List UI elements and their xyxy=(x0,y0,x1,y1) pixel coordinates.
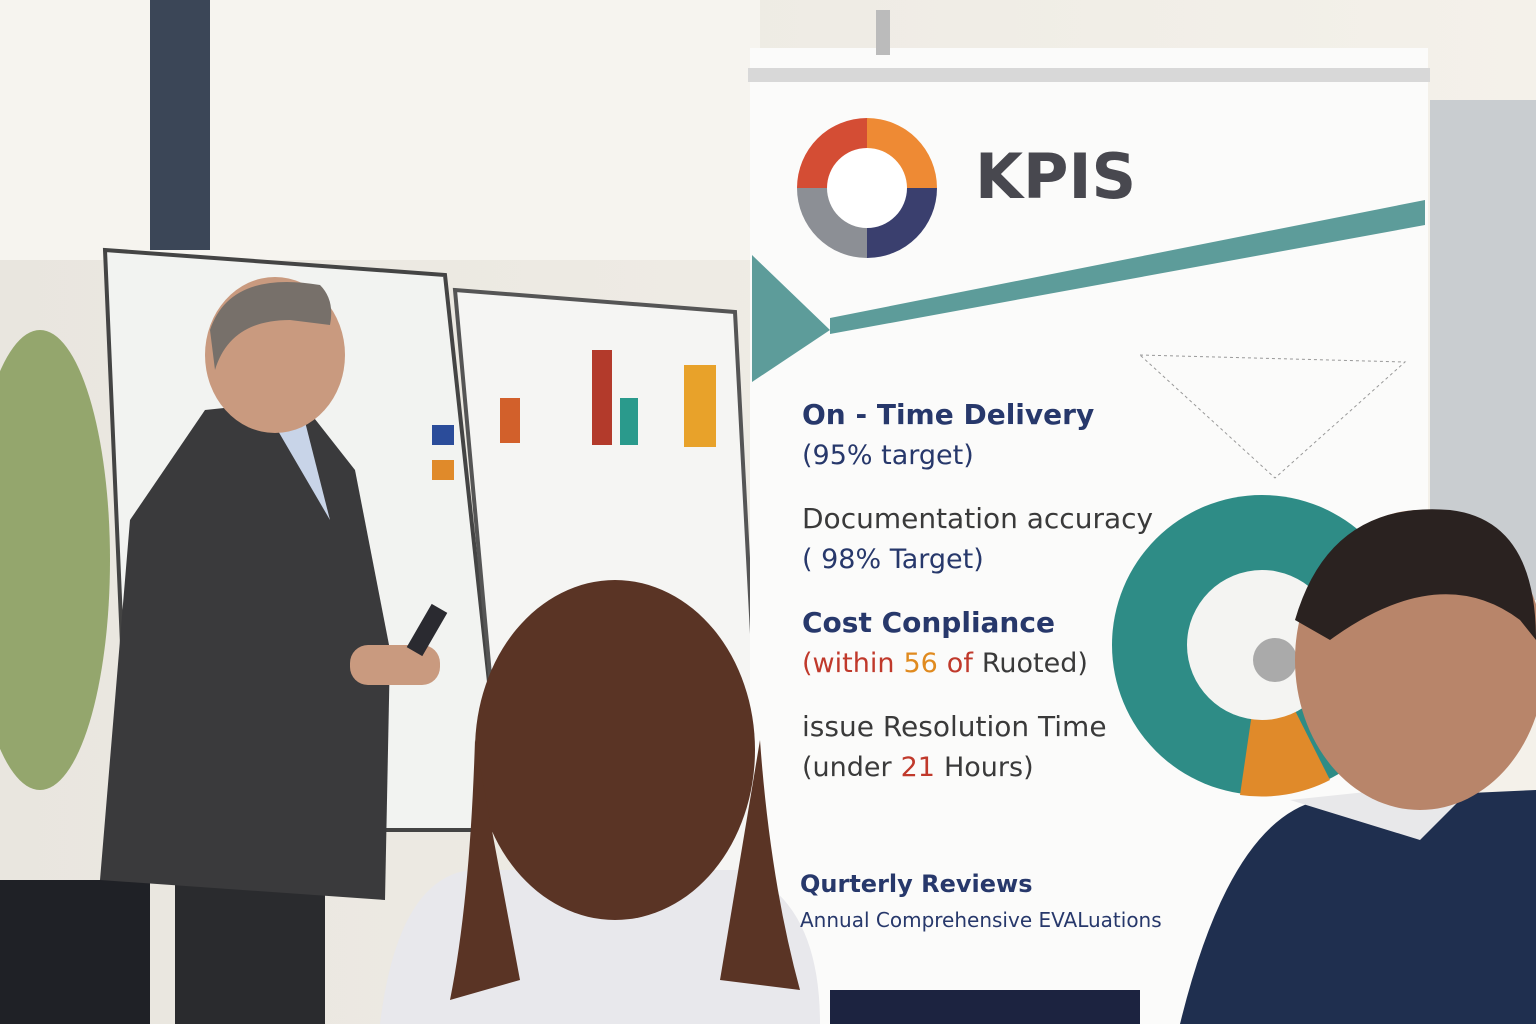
table xyxy=(830,990,1140,1024)
kpi-detail: ( 98% Target) xyxy=(802,544,993,575)
kpi-detail: (under 21 Hours) xyxy=(802,752,1043,783)
hanger xyxy=(876,10,890,55)
kpi-detail: (within 56 of Ruoted) xyxy=(802,648,1097,679)
kpi-detail-part: 56 xyxy=(903,648,938,679)
banner-title: KPIS xyxy=(975,140,1137,213)
presenter xyxy=(100,277,448,1024)
kpi-label: Cost Conpliance xyxy=(802,606,1055,639)
kpi-detail-part: ( 98% Target) xyxy=(802,544,984,575)
board-chart xyxy=(432,350,716,480)
kpi-detail-part: (within xyxy=(802,648,895,679)
plant xyxy=(0,330,110,790)
banner-stripe xyxy=(752,255,830,382)
pillar xyxy=(150,0,210,250)
wall xyxy=(0,0,760,260)
kpi-detail-part: of xyxy=(946,648,973,679)
kpi-detail-part: (95% target) xyxy=(802,440,974,471)
footer-line: Qurterly Reviews xyxy=(800,870,1033,898)
funnel xyxy=(1139,354,1407,479)
kpi-detail-part: Hours) xyxy=(943,752,1034,783)
banner-rail xyxy=(748,68,1430,82)
kpi-label: issue Resolution Time xyxy=(802,710,1107,743)
banner-stripe xyxy=(830,200,1425,334)
kpi-detail: (95% target) xyxy=(802,440,983,471)
kpi-label: On - Time Delivery xyxy=(802,398,1095,431)
table xyxy=(0,880,150,1024)
logo xyxy=(797,118,937,258)
audience-woman xyxy=(380,580,820,1024)
audience-man xyxy=(1180,509,1536,1024)
footer-line: Annual Comprehensive EVALuations xyxy=(800,908,1162,932)
kpi-detail-part: Ruoted) xyxy=(981,648,1088,679)
kpi-label: Documentation accuracy xyxy=(802,502,1154,535)
kpi-detail-part: (under xyxy=(802,752,892,783)
kpi-detail-part: 21 xyxy=(900,752,935,783)
